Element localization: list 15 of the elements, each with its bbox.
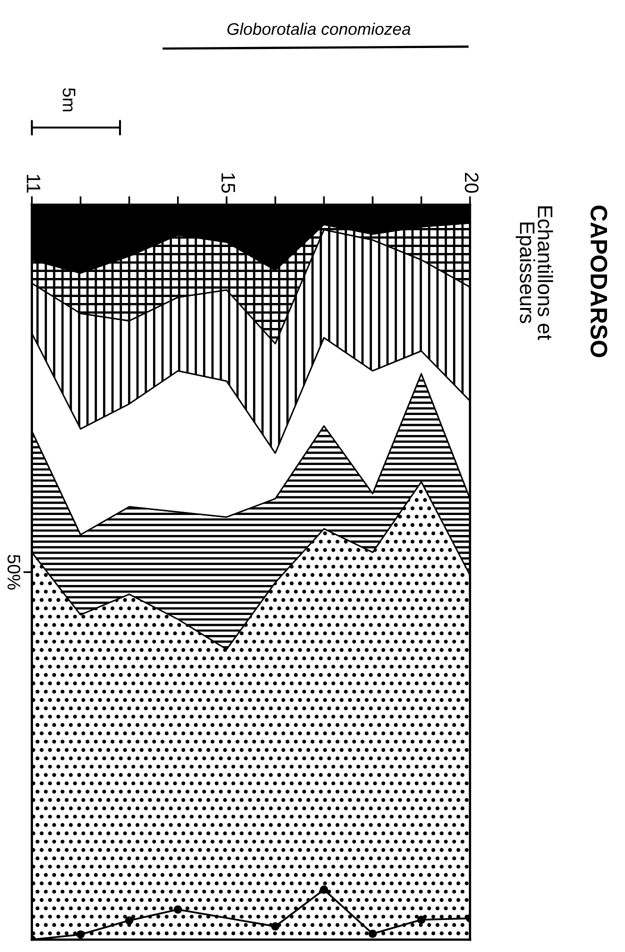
x-tick-label: 11 (26, 174, 40, 193)
point (76, 930, 85, 939)
point (320, 885, 328, 894)
point (368, 930, 377, 938)
x-tick-label: 20 (464, 172, 479, 193)
chart-subtitle: Globorotalia conomiozea (227, 22, 410, 35)
y-tick-label: 50% (8, 554, 20, 590)
text: CAPODARSO (590, 206, 608, 358)
text: 5m (62, 88, 76, 112)
point (271, 922, 280, 931)
point (417, 916, 426, 924)
x-tick-label: 15 (221, 173, 235, 193)
text: Echantillons et Epaisseurs (516, 206, 554, 340)
point (174, 905, 182, 914)
point (125, 916, 134, 925)
